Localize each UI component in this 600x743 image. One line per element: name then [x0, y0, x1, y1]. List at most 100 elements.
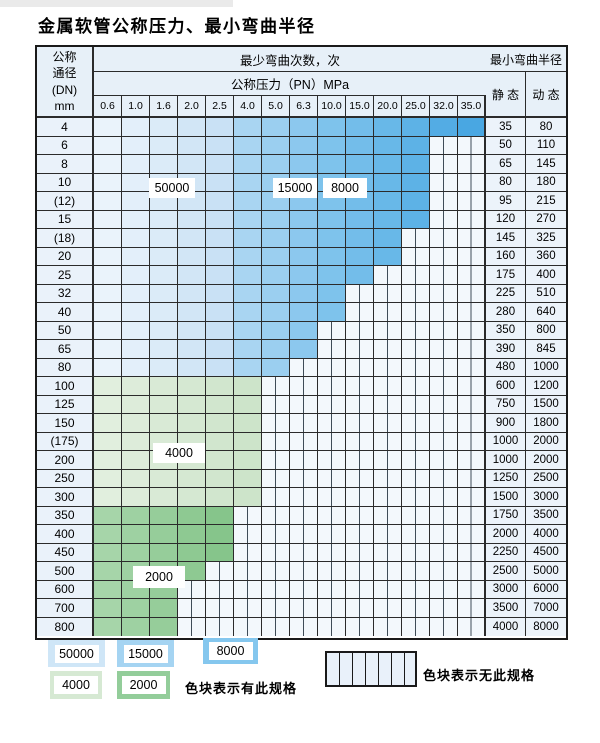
no-spec-cell [206, 580, 234, 598]
dn-cell: 8 [37, 155, 94, 173]
no-spec-cell [318, 617, 346, 636]
no-spec-cell [346, 580, 374, 598]
spec-cell [122, 358, 150, 376]
pressure-value-header: 35.0 [458, 96, 486, 116]
dynamic-radius-cell: 1200 [526, 377, 566, 395]
no-spec-cell [290, 395, 318, 413]
no-spec-cell [458, 580, 486, 598]
no-spec-cell [234, 562, 262, 580]
spec-cell [178, 562, 206, 580]
no-spec-cell [402, 229, 430, 247]
spec-cell [122, 266, 150, 284]
spec-cell [122, 192, 150, 210]
spec-cell [206, 229, 234, 247]
no-spec-hatch-swatch [325, 651, 417, 687]
dynamic-radius-cell: 640 [526, 303, 566, 321]
no-spec-cell [402, 525, 430, 543]
no-spec-cell [458, 543, 486, 561]
spec-cell [178, 136, 206, 154]
no-spec-cell [374, 432, 402, 450]
spec-cell [290, 229, 318, 247]
spec-cell [234, 321, 262, 339]
dn-cell: 800 [37, 617, 94, 636]
dynamic-radius-cell: 7000 [526, 599, 566, 617]
static-radius-cell: 2500 [486, 562, 526, 580]
no-spec-cell [262, 543, 290, 561]
bend-cycles-header: 最少弯曲次数，次 [94, 47, 486, 72]
spec-cell [94, 155, 122, 173]
no-spec-cell [402, 543, 430, 561]
no-spec-cell [374, 599, 402, 617]
no-spec-cell [262, 488, 290, 506]
spec-cell [234, 173, 262, 191]
spec-cell [234, 377, 262, 395]
no-spec-cell [318, 580, 346, 598]
spec-cell [234, 284, 262, 302]
spec-cell [122, 488, 150, 506]
spec-cell [150, 599, 178, 617]
no-spec-cell [374, 451, 402, 469]
spec-cell [94, 210, 122, 228]
dynamic-radius-cell: 215 [526, 192, 566, 210]
legend-swatch-label: 15000 [123, 644, 168, 663]
spec-cell [402, 136, 430, 154]
no-spec-cell [290, 580, 318, 598]
spec-cell [150, 617, 178, 636]
no-spec-cell [346, 451, 374, 469]
no-spec-cell [262, 395, 290, 413]
spec-cell [178, 469, 206, 487]
no-spec-cell [374, 377, 402, 395]
no-spec-cell [374, 303, 402, 321]
pressure-value-header: 4.0 [234, 96, 262, 116]
table-row: 300 1500 3000 [37, 488, 566, 507]
static-radius-cell: 4000 [486, 617, 526, 636]
no-spec-cell [430, 229, 458, 247]
spec-cell [290, 247, 318, 265]
table-row: 125 750 1500 [37, 395, 566, 414]
no-spec-cell [374, 284, 402, 302]
no-spec-cell [458, 210, 486, 228]
dn-cell: 4 [37, 118, 94, 136]
no-spec-cell [318, 451, 346, 469]
spec-cell [262, 155, 290, 173]
spec-cell [234, 303, 262, 321]
no-spec-cell [318, 432, 346, 450]
no-spec-cell [430, 377, 458, 395]
static-radius-cell: 50 [486, 136, 526, 154]
spec-cell [234, 247, 262, 265]
no-spec-cell [346, 617, 374, 636]
static-dynamic-row: 静 态 动 态 [486, 72, 566, 116]
spec-cell [234, 414, 262, 432]
spec-cell [402, 210, 430, 228]
spec-cell [290, 321, 318, 339]
no-spec-cell [290, 469, 318, 487]
static-radius-cell: 175 [486, 266, 526, 284]
no-spec-cell [430, 580, 458, 598]
static-radius-cell: 1750 [486, 506, 526, 524]
spec-cell [150, 506, 178, 524]
no-spec-cell [374, 488, 402, 506]
spec-cell [234, 118, 262, 136]
dynamic-radius-cell: 80 [526, 118, 566, 136]
no-spec-cell [346, 543, 374, 561]
dn-cell: 250 [37, 469, 94, 487]
no-spec-cell [374, 340, 402, 358]
spec-cell [150, 210, 178, 228]
spec-cell [318, 284, 346, 302]
spec-cell [150, 303, 178, 321]
spec-cell [262, 358, 290, 376]
no-spec-cell [430, 414, 458, 432]
spec-cell [234, 155, 262, 173]
spec-cell [346, 247, 374, 265]
pressure-value-header: 25.0 [402, 96, 430, 116]
spec-cell [122, 617, 150, 636]
no-spec-cell [318, 377, 346, 395]
spec-cell [122, 395, 150, 413]
radius-header-block: 最小弯曲半径 静 态 动 态 [486, 47, 566, 116]
spec-cell [206, 210, 234, 228]
no-spec-cell [430, 617, 458, 636]
spec-cell [122, 173, 150, 191]
dn-cell: 300 [37, 488, 94, 506]
no-spec-cell [458, 173, 486, 191]
dn-cell: 150 [37, 414, 94, 432]
